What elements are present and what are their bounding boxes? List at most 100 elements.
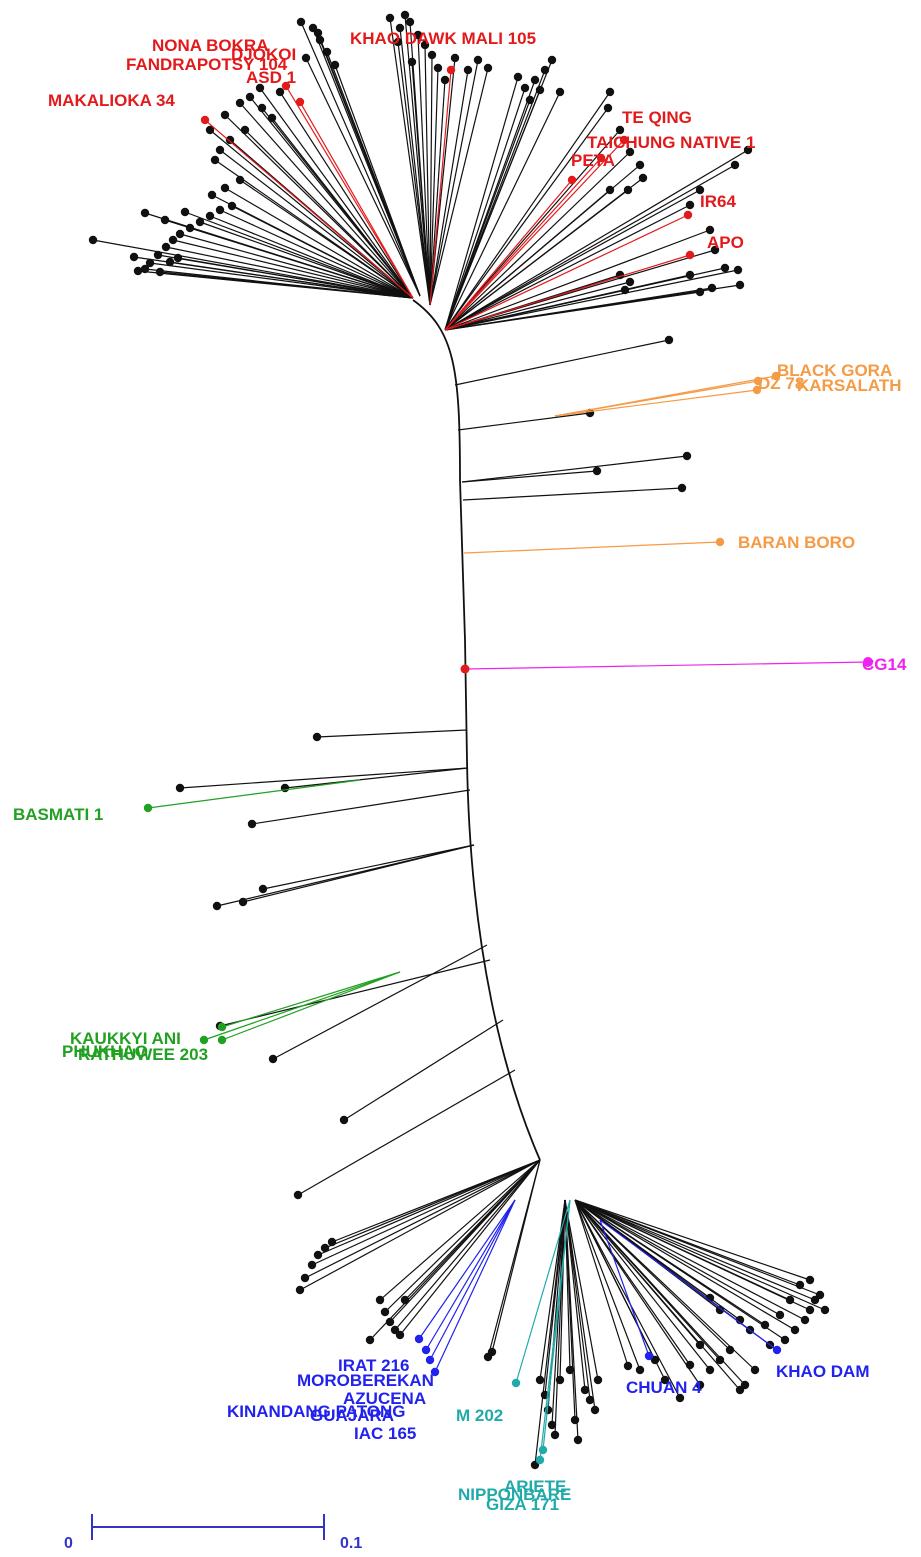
tree-branch (221, 971, 401, 1028)
tree-node (664, 335, 674, 345)
tree-branch (574, 1199, 756, 1371)
tree-node (620, 285, 630, 295)
tree-branch (444, 89, 541, 331)
tree-branch (574, 1199, 711, 1299)
tree-node (295, 1285, 305, 1295)
label-peta: PETA (571, 151, 615, 170)
tree-node (720, 263, 730, 273)
tree-node (619, 135, 629, 145)
tree-branch (574, 1199, 701, 1346)
tree-branch (574, 1199, 781, 1316)
tree-node (173, 253, 183, 263)
tree-node (440, 75, 450, 85)
tree-node (330, 60, 340, 70)
tree-node (815, 1290, 825, 1300)
tree-node (281, 81, 291, 91)
tree-branch (343, 1019, 504, 1121)
tree-node (247, 819, 257, 829)
tree-node (215, 205, 225, 215)
tree-node (320, 1243, 330, 1253)
tree-node (300, 1273, 310, 1283)
tree-node (685, 1360, 695, 1370)
tree-node (635, 1365, 645, 1375)
tree-node (675, 1393, 685, 1403)
tree-node (393, 37, 403, 47)
tree-branch (564, 1199, 579, 1441)
tree-node (217, 1035, 227, 1045)
tree-branch (164, 219, 414, 299)
tree-branch (574, 1199, 806, 1321)
tree-branch (574, 1199, 791, 1301)
tree-branch (316, 729, 468, 738)
tree-node (775, 1310, 785, 1320)
tree-node (605, 185, 615, 195)
tree-node (380, 1307, 390, 1317)
tree-node (710, 245, 720, 255)
tree-node (730, 160, 740, 170)
tree-branch (444, 189, 611, 331)
tree-node (155, 267, 165, 277)
tree-branch (272, 944, 488, 1060)
tree-branch (425, 1199, 516, 1351)
tree-branch (444, 91, 561, 331)
tree-node (635, 160, 645, 170)
tree-branch (599, 1219, 778, 1351)
tree-node (705, 1365, 715, 1375)
tree-branch (574, 1199, 766, 1326)
tree-node (805, 1305, 815, 1315)
tree-node (327, 1237, 337, 1247)
tree-node (365, 1335, 375, 1345)
tree-branch (429, 59, 479, 306)
tree-node (446, 65, 456, 75)
tree-branch (429, 1199, 516, 1361)
tree-node (268, 1054, 278, 1064)
tree-node (301, 53, 311, 63)
tree-branch (444, 139, 625, 331)
tree-branch (411, 61, 431, 306)
tree-node (175, 229, 185, 239)
tree-node (225, 135, 235, 145)
tree-node (88, 235, 98, 245)
tree-node (267, 113, 277, 123)
tree-node (133, 266, 143, 276)
tree-node (715, 1355, 725, 1365)
label-djokoi: DJOKOI (231, 45, 296, 64)
tree-branch (574, 1199, 691, 1366)
tree-node (771, 371, 781, 381)
tree-branch (464, 661, 869, 670)
tree-node (414, 1334, 424, 1344)
label-cg14: CG14 (862, 655, 907, 674)
tree-branch (444, 177, 644, 331)
tree-node (790, 1325, 800, 1335)
label-makalioka-34: MAKALIOKA 34 (48, 91, 175, 110)
tree-node (238, 897, 248, 907)
tree-branch (515, 1199, 571, 1384)
label-giza-171: GIZA 171 (486, 1495, 559, 1514)
tree-node (863, 657, 873, 667)
tree-branch (331, 1159, 541, 1243)
tree-node (715, 1305, 725, 1315)
tree-branch (574, 1199, 746, 1386)
tree-branch (224, 187, 414, 299)
tree-node (520, 83, 530, 93)
tree-branch (334, 64, 421, 297)
tree-branch (444, 76, 519, 331)
label-karsalath: KARSALATH (797, 376, 902, 395)
tree-branch (542, 1199, 571, 1451)
tree-branch (279, 91, 414, 299)
tree-node (427, 50, 437, 60)
tree-branch (285, 85, 414, 299)
tree-node (140, 208, 150, 218)
label-khao-dam: KHAO DAM (776, 1362, 870, 1381)
tree-branch (444, 214, 689, 331)
tree-node (735, 1315, 745, 1325)
label-guajara: GUAJARA (310, 1406, 394, 1425)
tree-node (573, 1435, 583, 1445)
tree-branch (462, 487, 683, 501)
tree-node (705, 1293, 715, 1303)
tree-branch (554, 389, 758, 417)
label-fandrapotsy-104: FANDRAPOTSY 104 (126, 55, 288, 74)
label-baran-boro: BARAN BORO (738, 533, 855, 552)
tree-branch (454, 339, 670, 386)
